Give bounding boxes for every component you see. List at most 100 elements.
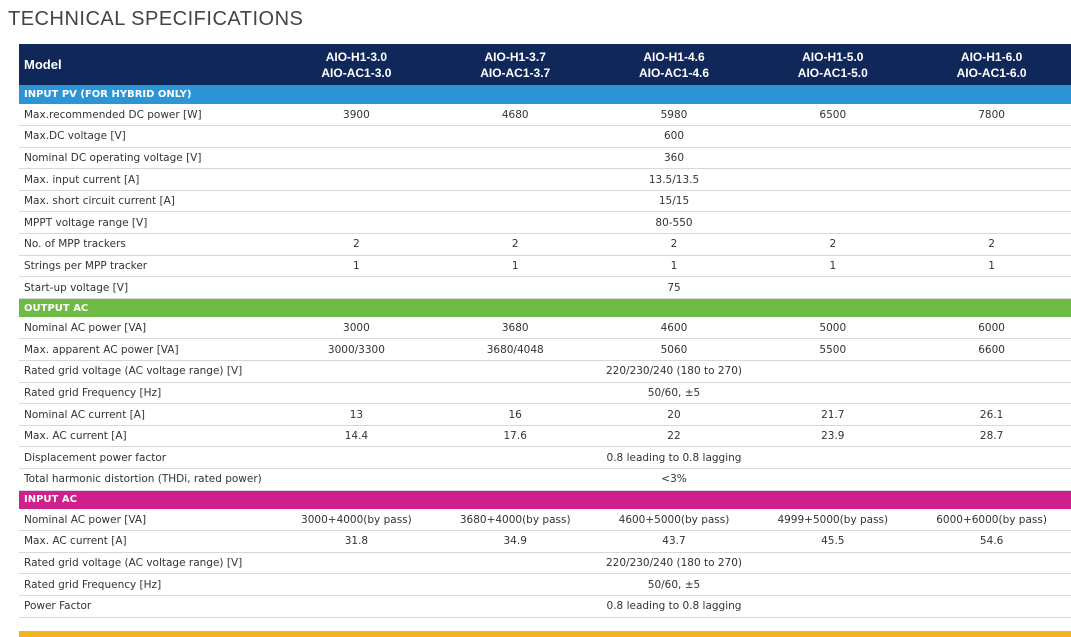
spec-value: 20	[594, 403, 754, 426]
specifications-body: INPUT PV (FOR HYBRID ONLY) Max.recommende…	[19, 85, 1071, 618]
spec-label: Max. short circuit current [A]	[19, 190, 277, 213]
model-header-5: AIO-H1-6.0 AIO-AC1-6.0	[956, 49, 1027, 80]
spec-value: 2	[912, 233, 1071, 256]
spec-value: 2	[435, 233, 595, 256]
spec-value: 2	[277, 233, 436, 256]
spec-value: 28.7	[912, 425, 1071, 448]
spec-value: 4600	[594, 317, 754, 340]
spec-value: 3000/3300	[277, 338, 436, 362]
spec-value: 4680	[435, 104, 595, 127]
spec-value: 3900	[277, 104, 436, 127]
spec-label: Rated grid voltage (AC voltage range) [V…	[19, 552, 277, 575]
spec-value: 6500	[753, 104, 913, 127]
table-header-row: Model AIO-H1-3.0 AIO-AC1-3.0 AIO-H1-3.7 AI…	[19, 44, 1071, 85]
spec-value: 5500	[753, 338, 913, 362]
spec-value: 23.9	[753, 425, 913, 448]
table-row: Max. short circuit current [A] 15/15	[19, 190, 1071, 213]
spec-value: 7800	[912, 104, 1071, 127]
table-row: Displacement power factor 0.8 leading to …	[19, 446, 1071, 469]
spec-value-shared: 75	[277, 276, 1071, 299]
spec-value: 45.5	[753, 530, 913, 553]
spec-value: 6000	[912, 317, 1071, 340]
section-title: OUTPUT AC	[24, 302, 89, 314]
spec-label: Max. AC current [A]	[19, 530, 277, 553]
spec-value: 43.7	[594, 530, 754, 553]
spec-value: 6000+6000(by pass)	[912, 509, 1071, 532]
section-header: OUTPUT AC	[19, 298, 1071, 318]
spec-value: 4999+5000(by pass)	[753, 509, 913, 532]
table-row: No. of MPP trackers 2 2 2 2 2	[19, 233, 1071, 256]
spec-value: 5000	[753, 317, 913, 340]
table-row: Nominal DC operating voltage [V] 360	[19, 147, 1071, 170]
spec-value: 3000+4000(by pass)	[277, 509, 436, 532]
table-row: Nominal AC power [VA] 3000+4000(by pass) 3…	[19, 509, 1071, 532]
spec-value: 3000	[277, 317, 436, 340]
table-row: Max. AC current [A] 14.4 17.6 22 23.9 28.7	[19, 425, 1071, 448]
spec-label: Power Factor	[19, 595, 277, 618]
spec-value: 13	[277, 403, 436, 426]
table-row: Nominal AC power [VA] 3000 3680 4600 5000 600…	[19, 317, 1071, 340]
spec-label: Max.DC voltage [V]	[19, 125, 277, 148]
spec-label: Start-up voltage [V]	[19, 276, 277, 299]
spec-label: No. of MPP trackers	[19, 233, 277, 256]
spec-value: 54.6	[912, 530, 1071, 553]
section-title: INPUT AC	[24, 494, 77, 506]
spec-value-shared: 360	[277, 147, 1071, 170]
model-header-1: AIO-H1-3.0 AIO-AC1-3.0	[321, 49, 392, 80]
spec-value: 16	[435, 403, 595, 426]
table-row: Strings per MPP tracker 1 1 1 1 1	[19, 255, 1071, 278]
table-row: Start-up voltage [V] 75	[19, 276, 1071, 299]
table-row: Power Factor 0.8 leading to 0.8 lagging	[19, 595, 1071, 618]
page-title: TECHNICAL SPECIFICATIONS	[8, 8, 304, 30]
spec-value-shared: 13.5/13.5	[277, 168, 1071, 191]
table-row: Rated grid voltage (AC voltage range) [V…	[19, 552, 1071, 575]
spec-value: 34.9	[435, 530, 595, 553]
section-header: INPUT AC	[19, 490, 1071, 510]
spec-value: 3680	[435, 317, 595, 340]
spec-value-shared: 0.8 leading to 0.8 lagging	[277, 446, 1071, 469]
table-row: Max. apparent AC power [VA] 3000/3300 3680…	[19, 338, 1071, 362]
table-row: MPPT voltage range [V] 80-550	[19, 211, 1071, 235]
spec-value: 1	[435, 255, 595, 278]
spec-label: MPPT voltage range [V]	[19, 211, 277, 235]
spec-value: 31.8	[277, 530, 436, 553]
spec-label: Nominal DC operating voltage [V]	[19, 147, 277, 170]
spec-value: 2	[594, 233, 754, 256]
spec-value: 5980	[594, 104, 754, 127]
table-row: Rated grid Frequency [Hz] 50/60, ±5	[19, 382, 1071, 405]
spec-value: 3680/4048	[435, 338, 595, 362]
spec-label: Rated grid Frequency [Hz]	[19, 382, 277, 405]
spec-label: Rated grid Frequency [Hz]	[19, 573, 277, 596]
spec-value-shared: 80-550	[277, 211, 1071, 235]
spec-value: 5060	[594, 338, 754, 362]
spec-value: 3680+4000(by pass)	[435, 509, 595, 532]
table-row: Max. input current [A] 13.5/13.5	[19, 168, 1071, 191]
table-row: Max. AC current [A] 31.8 34.9 43.7 45.5 54.6	[19, 530, 1071, 553]
spec-value: 21.7	[753, 403, 913, 426]
spec-label: Max. AC current [A]	[19, 425, 277, 448]
spec-value: 22	[594, 425, 754, 448]
spec-value-shared: 50/60, ±5	[277, 573, 1071, 596]
spec-value: 4600+5000(by pass)	[594, 509, 754, 532]
spec-label: Total harmonic distortion (THDi, rated p…	[19, 468, 277, 491]
table-row: Total harmonic distortion (THDi, rated p…	[19, 468, 1071, 491]
table-row: Max.DC voltage [V] 600	[19, 125, 1071, 148]
spec-value-shared: 15/15	[277, 190, 1071, 213]
spec-label: Rated grid voltage (AC voltage range) [V…	[19, 360, 277, 383]
spec-value: 1	[912, 255, 1071, 278]
spec-value-shared: 600	[277, 125, 1071, 148]
model-header-label: Model	[24, 56, 62, 72]
spec-value: 14.4	[277, 425, 436, 448]
spec-value: 26.1	[912, 403, 1071, 426]
spec-label: Strings per MPP tracker	[19, 255, 277, 278]
section-header: INPUT PV (FOR HYBRID ONLY)	[19, 85, 1071, 104]
model-header-4: AIO-H1-5.0 AIO-AC1-5.0	[797, 49, 868, 80]
spec-label: Max. input current [A]	[19, 168, 277, 191]
spec-label: Nominal AC power [VA]	[19, 509, 277, 532]
spec-value-shared: 220/230/240 (180 to 270)	[277, 552, 1071, 575]
spec-label: Max.recommended DC power [W]	[19, 104, 277, 127]
spec-value: 1	[277, 255, 436, 278]
table-row: Nominal AC current [A] 13 16 20 21.7 26.1	[19, 403, 1071, 426]
spec-label: Nominal AC power [VA]	[19, 317, 277, 340]
spec-value-shared: <3%	[277, 468, 1071, 491]
